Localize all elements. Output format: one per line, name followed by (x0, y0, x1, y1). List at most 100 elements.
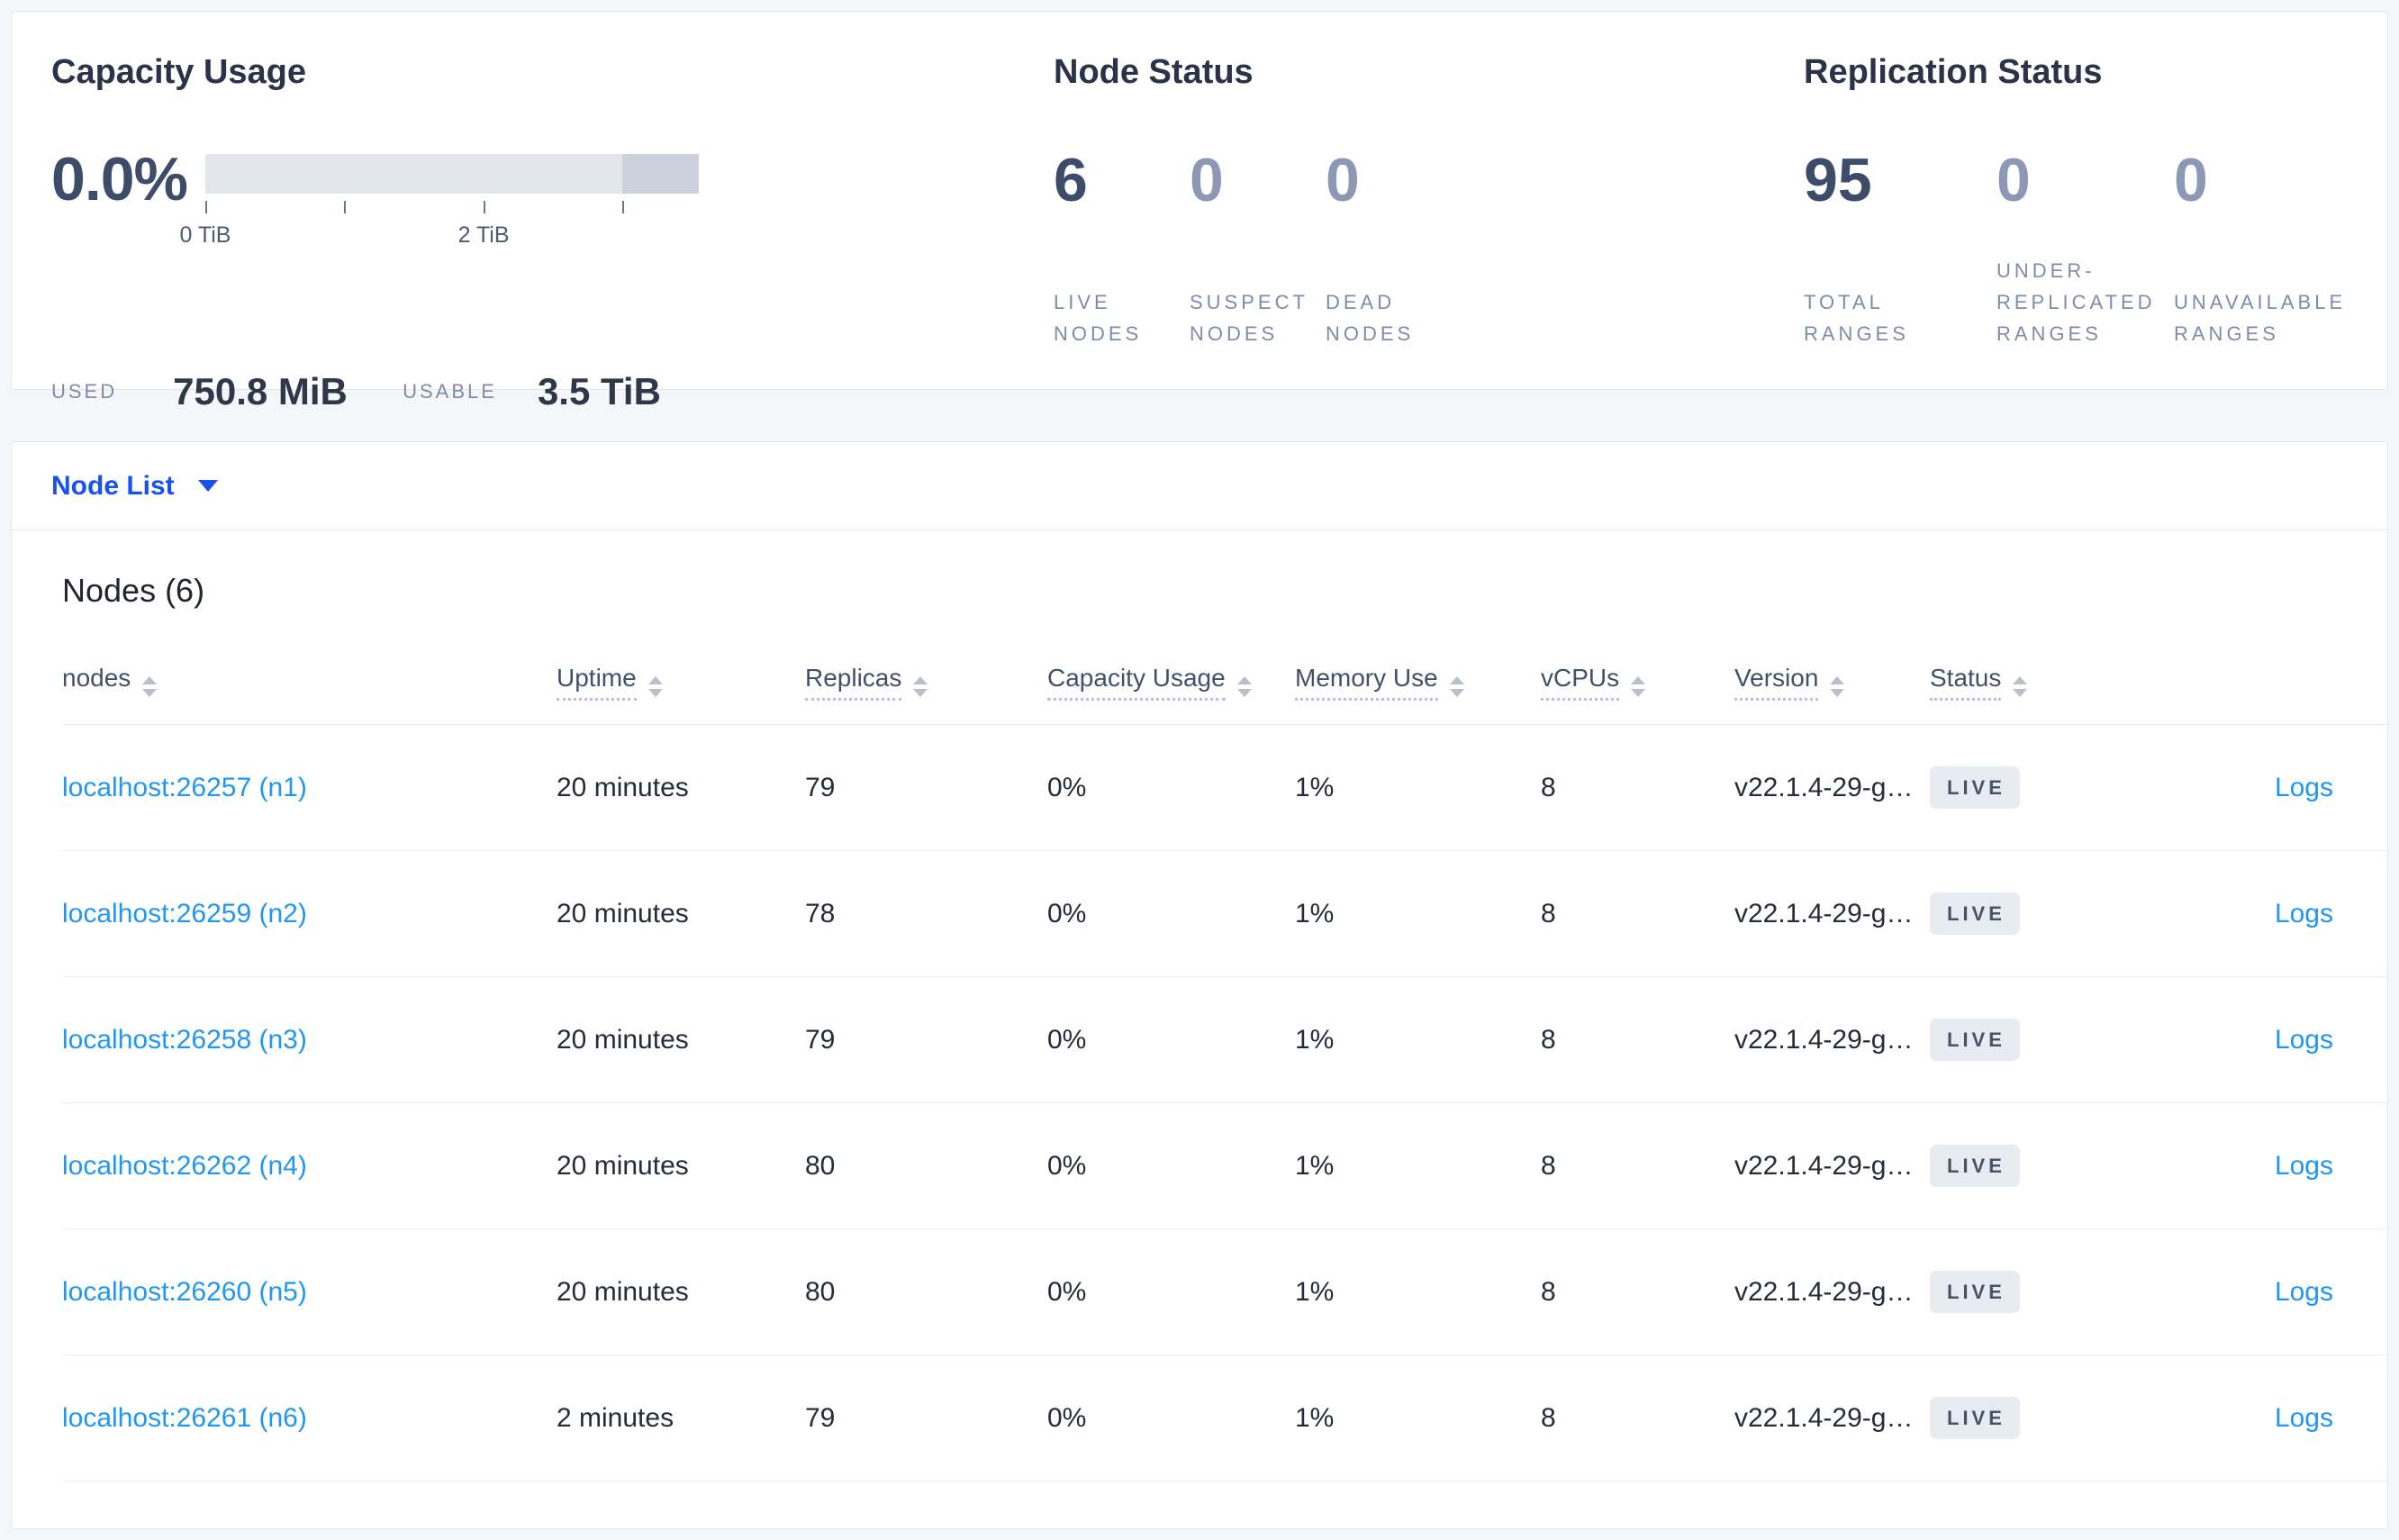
uptime-cell: 20 minutes (557, 976, 805, 1103)
memory-cell: 1% (1295, 850, 1541, 977)
column-header-status[interactable]: Status (1930, 611, 2128, 725)
column-header-replicas[interactable]: Replicas (805, 611, 1047, 725)
status-cell: LIVE (1930, 850, 2128, 977)
logs-cell: Logs (2128, 1228, 2389, 1355)
node-status-stat-value: 6 (1054, 146, 1088, 214)
vcpus-cell: 8 (1541, 1228, 1734, 1355)
axis-tick (343, 201, 346, 213)
replication-stat-label: TOTAL RANGES (1804, 291, 1909, 345)
column-header-vcpus[interactable]: vCPUs (1541, 611, 1734, 725)
vcpus-cell: 8 (1541, 976, 1734, 1103)
node-link[interactable]: localhost:26261 (n6) (62, 1402, 307, 1433)
usable-value: 3.5 TiB (537, 370, 661, 412)
logs-cell: Logs (2128, 724, 2389, 851)
sort-icon[interactable] (2013, 676, 2028, 697)
column-header-capacity-usage[interactable]: Capacity Usage (1047, 611, 1295, 725)
column-header-nodes[interactable]: nodes (62, 611, 557, 725)
memory-cell: 1% (1295, 1102, 1541, 1229)
column-header-label[interactable]: Uptime (557, 664, 637, 701)
column-header-label[interactable]: Replicas (805, 664, 902, 701)
capacity-cell: 0% (1047, 724, 1295, 851)
node-status-stat-value: 0 (1326, 146, 1360, 214)
logs-link[interactable]: Logs (2274, 898, 2333, 929)
sort-icon[interactable] (1830, 676, 1845, 697)
node-status-stat-label: LIVE NODES (1054, 291, 1143, 345)
node-list-dropdown[interactable]: Node List (51, 470, 175, 501)
table-row: localhost:26262 (n4) 20 minutes 80 0% 1% 8 v22… (62, 1102, 2389, 1229)
chevron-down-icon[interactable] (197, 480, 218, 492)
node-link[interactable]: localhost:26259 (n2) (62, 898, 307, 929)
replicas-cell: 79 (805, 724, 1047, 851)
replicas-cell: 80 (805, 1102, 1047, 1229)
uptime-cell: 20 minutes (557, 1228, 805, 1355)
column-header-logs-empty (2128, 611, 2389, 725)
version-cell: v22.1.4-29-g… (1734, 1102, 1930, 1229)
sort-icon[interactable] (1449, 676, 1464, 697)
axis-label-2tib: 2 TiB (457, 222, 510, 248)
column-header-label[interactable]: Version (1734, 664, 1819, 701)
vcpus-cell: 8 (1541, 850, 1734, 977)
capacity-usage-section: Capacity Usage 0.0% 0 TiB 2 TiB USED 7 (51, 51, 1054, 412)
used-label: USED (51, 380, 118, 403)
logs-link[interactable]: Logs (2274, 772, 2333, 802)
version-cell: v22.1.4-29-g… (1734, 1228, 1930, 1355)
column-header-version[interactable]: Version (1734, 611, 1930, 725)
column-header-label[interactable]: Status (1930, 664, 2002, 701)
replication-status-title: Replication Status (1804, 53, 2103, 91)
logs-link[interactable]: Logs (2274, 1276, 2333, 1307)
node-status-title: Node Status (1054, 53, 1254, 91)
node-address-cell: localhost:26261 (n6) (62, 1354, 557, 1481)
version-cell: v22.1.4-29-g… (1734, 976, 1930, 1103)
node-status-stat-value: 0 (1190, 146, 1224, 214)
node-status-stats: 6 LIVE NODES 0 SUSPECT NODES 0 DEAD NODES (1054, 149, 1804, 349)
node-link[interactable]: localhost:26262 (n4) (62, 1150, 307, 1181)
memory-cell: 1% (1295, 724, 1541, 851)
logs-link[interactable]: Logs (2274, 1402, 2333, 1433)
uptime-cell: 2 minutes (557, 1354, 805, 1481)
memory-cell: 1% (1295, 976, 1541, 1103)
sort-icon[interactable] (142, 676, 158, 697)
capacity-cell: 0% (1047, 1102, 1295, 1229)
logs-link[interactable]: Logs (2274, 1150, 2333, 1181)
replication-status-section: Replication Status 95 TOTAL RANGES 0 UNDER-… (1804, 51, 2354, 389)
node-link[interactable]: localhost:26258 (n3) (62, 1024, 307, 1055)
usable-label: USABLE (403, 380, 497, 403)
node-address-cell: localhost:26259 (n2) (62, 850, 557, 977)
capacity-usage-title: Capacity Usage (51, 53, 307, 91)
replication-stat-value: 0 (1996, 146, 2031, 214)
status-cell: LIVE (1930, 724, 2128, 851)
vcpus-cell: 8 (1541, 1102, 1734, 1229)
status-cell: LIVE (1930, 976, 2128, 1103)
table-body: localhost:26257 (n1) 20 minutes 79 0% 1% 8 v22… (62, 724, 2389, 1481)
replication-stat: 0 UNAVAILABLE RANGES (2174, 149, 2354, 349)
axis-tick (205, 201, 207, 213)
node-status-stat: 6 LIVE NODES (1054, 149, 1190, 349)
column-header-label[interactable]: Memory Use (1295, 664, 1438, 701)
column-header-memory-use[interactable]: Memory Use (1295, 611, 1541, 725)
node-status-stat-label: DEAD NODES (1326, 291, 1415, 345)
replication-stat: 0 UNDER-REPLICATED RANGES (1996, 149, 2174, 349)
cluster-summary-panel: Capacity Usage 0.0% 0 TiB 2 TiB USED 7 (11, 11, 2388, 412)
logs-cell: Logs (2128, 850, 2389, 977)
capacity-used-percent: 0.0% (51, 145, 188, 213)
memory-cell: 1% (1295, 1228, 1541, 1355)
column-header-label[interactable]: Capacity Usage (1047, 664, 1226, 701)
status-cell: LIVE (1930, 1102, 2128, 1229)
logs-link[interactable]: Logs (2274, 1024, 2333, 1055)
column-header-label[interactable]: nodes (62, 664, 131, 692)
logs-cell: Logs (2128, 976, 2389, 1103)
status-badge: LIVE (1930, 892, 2020, 935)
sort-icon[interactable] (913, 676, 928, 697)
sort-icon[interactable] (1236, 676, 1252, 697)
node-link[interactable]: localhost:26257 (n1) (62, 772, 307, 802)
capacity-used-usable-row: USED 750.8 MiB USABLE 3.5 TiB (51, 370, 1054, 413)
sort-icon[interactable] (647, 676, 663, 697)
status-badge: LIVE (1930, 1145, 2020, 1187)
capacity-gauge: 0.0% 0 TiB 2 TiB (51, 149, 1054, 262)
node-link[interactable]: localhost:26260 (n5) (62, 1276, 307, 1307)
nodes-table: nodes Uptime Replicas Capacity Usage Memory … (62, 611, 2389, 1481)
column-header-uptime[interactable]: Uptime (557, 611, 805, 725)
sort-icon[interactable] (1631, 676, 1646, 697)
column-header-label[interactable]: vCPUs (1541, 664, 1620, 701)
